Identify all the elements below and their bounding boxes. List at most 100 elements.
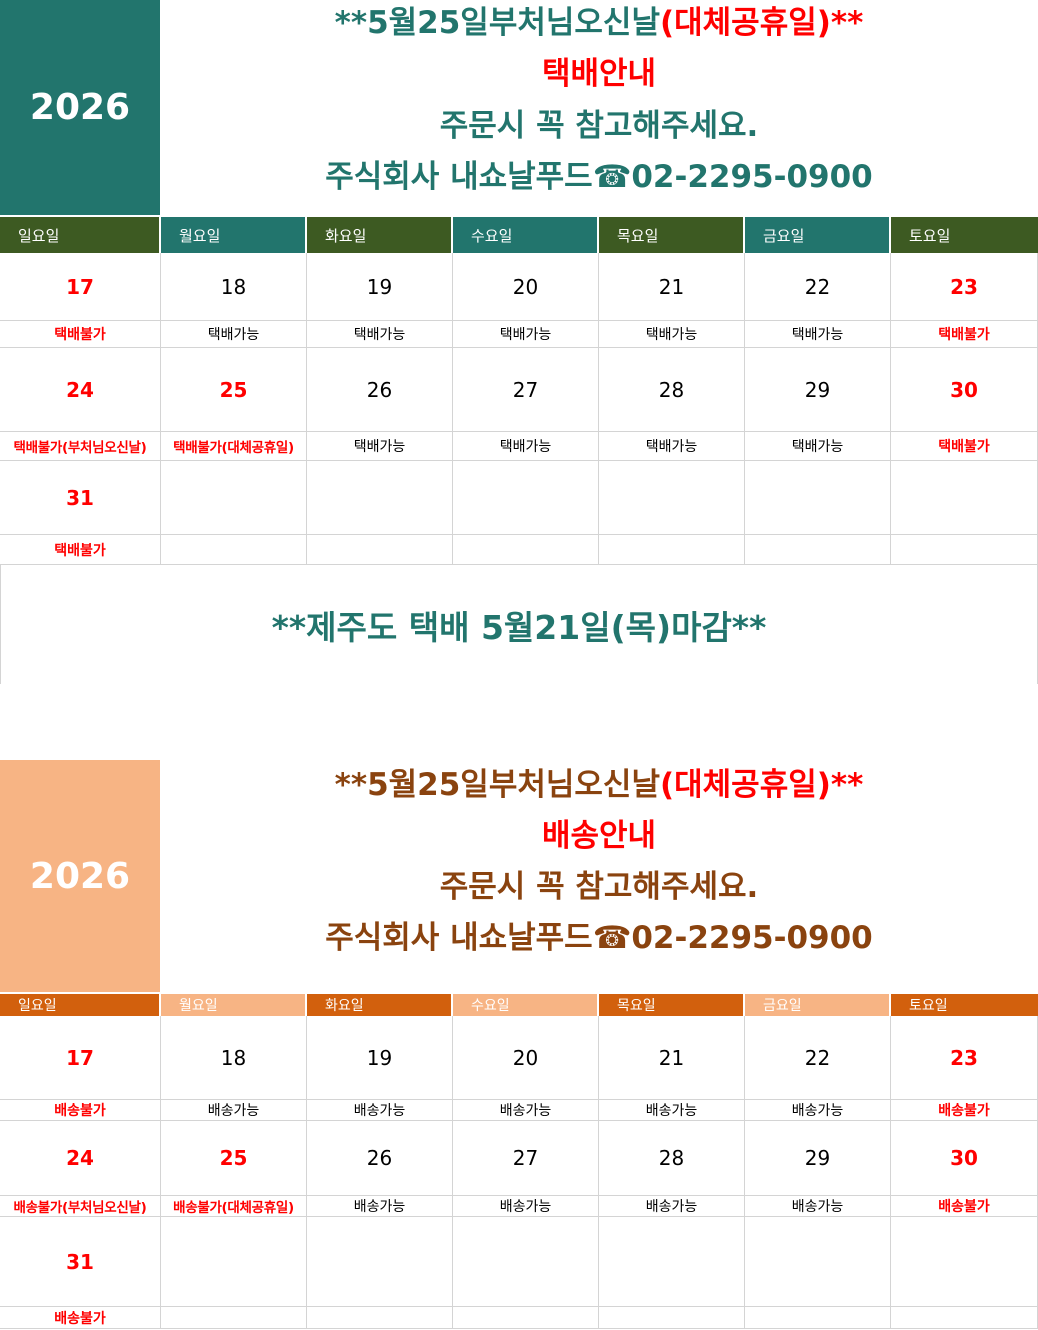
date-cell: 28 — [599, 1121, 745, 1196]
date-cell: 31 — [0, 1217, 161, 1307]
weekday-tue: 화요일 — [307, 994, 453, 1016]
date-cell — [745, 461, 891, 535]
status-cell: 택배가능 — [599, 321, 745, 348]
year-label: 2026 — [29, 87, 131, 128]
weekday-header-row: 일요일 월요일 화요일 수요일 목요일 금요일 토요일 — [0, 217, 1038, 253]
week-3-dates: 31 — [0, 461, 1038, 535]
weekday-fri: 금요일 — [745, 994, 891, 1016]
date-cell: 20 — [453, 1016, 599, 1100]
date-cell: 26 — [307, 1121, 453, 1196]
heading-holiday-name: 부처님오신날 — [488, 767, 660, 803]
date-cell: 27 — [453, 348, 599, 432]
status-cell — [891, 535, 1038, 565]
holiday-heading: **5월25일부처님오신날(대체공휴일)** — [160, 770, 1038, 801]
week-3-dates: 31 — [0, 1217, 1038, 1307]
status-cell — [599, 535, 745, 565]
heading-prefix: **5월25일 — [334, 767, 489, 803]
date-cell: 22 — [745, 253, 891, 321]
date-cell: 26 — [307, 348, 453, 432]
status-cell — [453, 535, 599, 565]
status-cell: 택배가능 — [453, 432, 599, 461]
date-cell: 24 — [0, 348, 161, 432]
status-cell: 배송가능 — [161, 1100, 307, 1121]
status-cell: 택배불가 — [891, 432, 1038, 461]
weekday-sun: 일요일 — [0, 217, 161, 253]
date-cell: 25 — [161, 1121, 307, 1196]
holiday-heading: **5월25일부처님오신날(대체공휴일)** — [160, 8, 1038, 39]
weekday-mon: 월요일 — [161, 994, 307, 1016]
status-cell: 택배가능 — [599, 432, 745, 461]
jeju-deadline-text: **제주도 택배 5월21일(목)마감** — [271, 607, 767, 647]
date-cell: 21 — [599, 253, 745, 321]
order-note: 주문시 꼭 참고해주세요. — [439, 869, 759, 905]
weekday-sun: 일요일 — [0, 994, 161, 1016]
order-note: 주문시 꼭 참고해주세요. — [439, 108, 759, 144]
year-label: 2026 — [29, 855, 131, 897]
status-cell: 택배불가 — [0, 535, 161, 565]
status-cell: 택배가능 — [745, 321, 891, 348]
status-cell: 배송가능 — [307, 1100, 453, 1121]
date-cell: 31 — [0, 461, 161, 535]
date-cell: 21 — [599, 1016, 745, 1100]
date-cell: 24 — [0, 1121, 161, 1196]
status-cell: 배송불가 — [0, 1307, 161, 1329]
date-cell: 22 — [745, 1016, 891, 1100]
date-cell — [891, 1217, 1038, 1307]
status-cell: 배송불가 — [0, 1100, 161, 1121]
status-cell: 택배가능 — [161, 321, 307, 348]
weekday-thu: 목요일 — [599, 217, 745, 253]
date-cell: 29 — [745, 1121, 891, 1196]
week-2-status: 택배불가(부처님오신날) 택배불가(대체공휴일) 택배가능 택배가능 택배가능 … — [0, 432, 1038, 461]
status-cell: 배송가능 — [453, 1100, 599, 1121]
heading-suffix: (대체공휴일)** — [659, 767, 864, 803]
delivery-calendar-section-1: 2026 **5월25일부처님오신날(대체공휴일)** 택배안내 주문시 꼭 참… — [0, 0, 1038, 684]
week-1-status: 택배불가 택배가능 택배가능 택배가능 택배가능 택배가능 택배불가 — [0, 321, 1038, 348]
status-cell: 택배불가(대체공휴일) — [161, 432, 307, 461]
status-cell — [307, 1307, 453, 1329]
status-cell: 배송불가(부처님오신날) — [0, 1196, 161, 1217]
week-2-dates: 24 25 26 27 28 29 30 — [0, 1121, 1038, 1196]
date-cell — [161, 461, 307, 535]
status-cell: 배송불가 — [891, 1100, 1038, 1121]
status-cell: 택배가능 — [745, 432, 891, 461]
date-cell — [453, 1217, 599, 1307]
status-cell — [307, 535, 453, 565]
heading-suffix: (대체공휴일)** — [659, 5, 864, 41]
week-2-dates: 24 25 26 27 28 29 30 — [0, 348, 1038, 432]
company-contact: 주식회사 내쇼날푸드☎02-2295-0900 — [325, 159, 873, 195]
status-cell: 배송가능 — [599, 1196, 745, 1217]
weekday-wed: 수요일 — [453, 217, 599, 253]
date-cell: 19 — [307, 1016, 453, 1100]
year-block: 2026 — [0, 0, 160, 215]
company-contact: 주식회사 내쇼날푸드☎02-2295-0900 — [325, 920, 873, 956]
status-cell: 배송불가(대체공휴일) — [161, 1196, 307, 1217]
status-cell — [453, 1307, 599, 1329]
calendar-grid: 17 18 19 20 21 22 23 배송불가 배송가능 배송가능 배송가능… — [0, 1016, 1038, 1329]
status-cell: 배송가능 — [745, 1196, 891, 1217]
weekday-thu: 목요일 — [599, 994, 745, 1016]
date-cell: 18 — [161, 1016, 307, 1100]
week-1-status: 배송불가 배송가능 배송가능 배송가능 배송가능 배송가능 배송불가 — [0, 1100, 1038, 1121]
status-cell: 배송가능 — [599, 1100, 745, 1121]
status-cell — [161, 1307, 307, 1329]
date-cell: 25 — [161, 348, 307, 432]
weekday-wed: 수요일 — [453, 994, 599, 1016]
notice-title: 배송안내 — [541, 818, 657, 854]
heading-holiday-name: 부처님오신날 — [488, 5, 660, 41]
week-3-status: 택배불가 — [0, 535, 1038, 565]
status-cell: 배송가능 — [745, 1100, 891, 1121]
status-cell: 배송가능 — [307, 1196, 453, 1217]
status-cell: 택배불가(부처님오신날) — [0, 432, 161, 461]
status-cell — [161, 535, 307, 565]
weekday-sat: 토요일 — [891, 217, 1038, 253]
weekday-tue: 화요일 — [307, 217, 453, 253]
date-cell: 30 — [891, 1121, 1038, 1196]
calendar-grid: 17 18 19 20 21 22 23 택배불가 택배가능 택배가능 택배가능… — [0, 253, 1038, 565]
weekday-fri: 금요일 — [745, 217, 891, 253]
heading-prefix: **5월25일 — [334, 5, 489, 41]
date-cell: 19 — [307, 253, 453, 321]
status-cell — [745, 535, 891, 565]
status-cell: 택배불가 — [891, 321, 1038, 348]
date-cell — [453, 461, 599, 535]
week-1-dates: 17 18 19 20 21 22 23 — [0, 253, 1038, 321]
